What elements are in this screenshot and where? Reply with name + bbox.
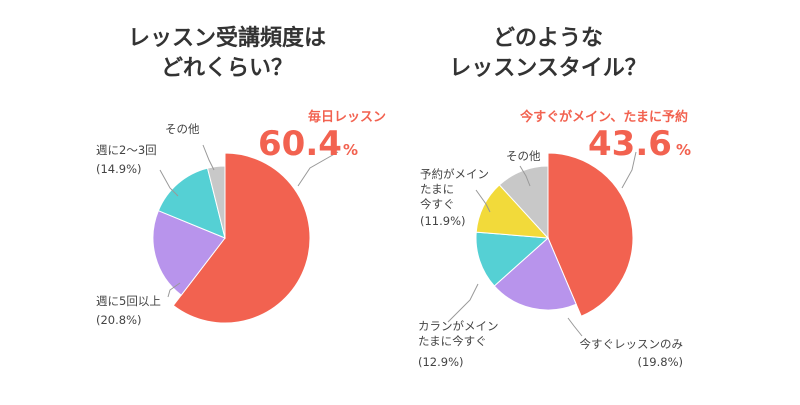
pie-slice (152, 210, 226, 296)
leader-line (159, 169, 179, 197)
leader-line (447, 283, 479, 323)
pie-slice (172, 152, 311, 324)
chart-title: レッスン受講頻度はどれくらい？ (128, 25, 326, 81)
slice-value: 43.6 (588, 124, 672, 164)
slice-value: (12.9%) (418, 355, 464, 369)
slice-label: 毎日レッスン (308, 109, 386, 125)
slice-label: その他 (506, 149, 541, 163)
slice-label: 週に2〜3回 (96, 143, 157, 157)
pie-slice (493, 237, 577, 311)
leader-line (567, 317, 583, 337)
slice-label: カランがメインたまに今すぐ (418, 319, 499, 348)
chart-title: どのようなレッスンスタイル？ (449, 26, 647, 81)
slice-value: (20.8%) (96, 313, 142, 327)
leader-line (297, 151, 339, 187)
slice-label: 予約がメインたまに今すぐ (420, 167, 489, 211)
slice-label: 今すぐレッスンのみ (580, 337, 684, 351)
leader-line (202, 144, 215, 171)
slice-value: 60.4 (258, 124, 342, 164)
pie-slice (157, 167, 226, 239)
leader-line (621, 151, 637, 189)
leader-line (519, 165, 531, 187)
pie-slice (206, 165, 226, 239)
leader-line (475, 189, 491, 213)
pie-slice (498, 165, 549, 240)
slice-label: 週に5回以上 (96, 294, 161, 308)
pie-slice (475, 231, 550, 287)
slice-label: 今すぐがメイン、たまに予約 (519, 109, 688, 125)
slice-label: その他 (165, 122, 200, 136)
slice-value-unit: % (676, 141, 691, 159)
pie-slice (547, 152, 634, 317)
slice-value: (19.8%) (637, 355, 683, 369)
slice-value: (14.9%) (96, 162, 142, 176)
leader-line (167, 282, 181, 298)
slice-value: (11.9%) (420, 214, 466, 228)
slice-value-unit: % (343, 141, 358, 159)
